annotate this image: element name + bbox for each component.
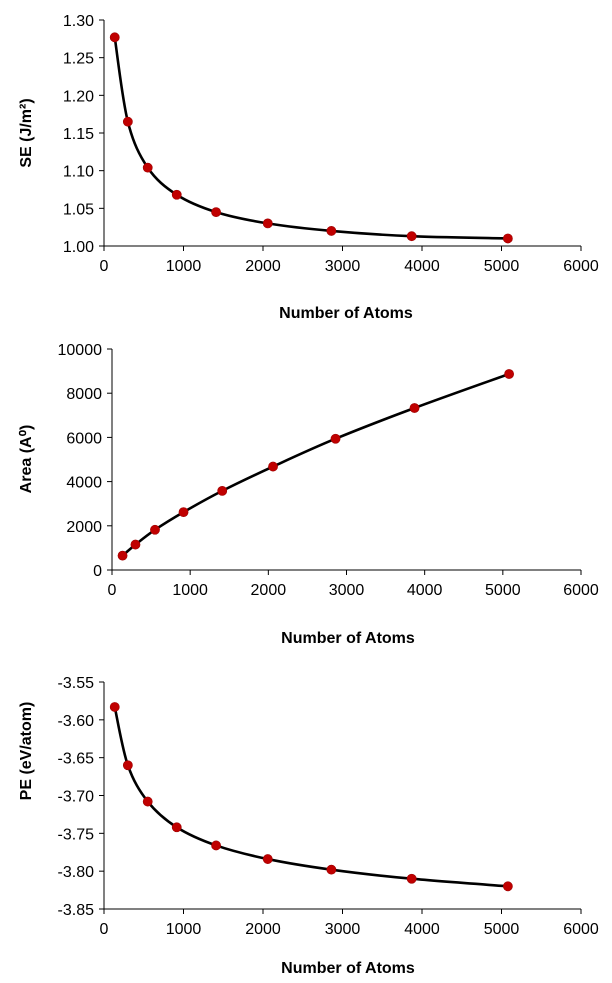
chart-se-x-tick-label: 1000 xyxy=(166,258,202,275)
chart-area-x-tick-label: 1000 xyxy=(172,582,208,599)
chart-pe-y-tick-label: -3.80 xyxy=(58,864,95,881)
chart-pe-y-tick-label: -3.75 xyxy=(58,826,95,843)
chart-se-y-tick-label: 1.10 xyxy=(63,164,94,181)
chart-se-data-point xyxy=(142,162,153,173)
chart-pe-xlabel: Number of Atoms xyxy=(281,960,415,977)
chart-se-y-tick-label: 1.00 xyxy=(63,239,94,256)
chart-se-data-point xyxy=(109,32,120,43)
chart-pe-data-point xyxy=(502,881,513,892)
chart-se-data-point xyxy=(211,207,221,217)
chart-pe-data-point xyxy=(122,760,133,771)
chart-se-y-tick-label: 1.30 xyxy=(63,13,94,30)
chart-area-data-point xyxy=(117,550,128,561)
chart-area-y-tick-label: 8000 xyxy=(66,386,102,403)
chart-area-data-point xyxy=(330,433,341,444)
chart-pe-data-point xyxy=(109,702,120,712)
chart-area-x-tick-label: 5000 xyxy=(485,582,521,599)
chart-area-series-line xyxy=(121,372,510,557)
chart-pe-data-point xyxy=(262,854,273,864)
chart-pe-x-tick-label: 5000 xyxy=(484,921,520,938)
chart-pe-y-tick-label: -3.65 xyxy=(58,751,95,768)
chart-se-xlabel: Number of Atoms xyxy=(279,305,413,322)
chart-se-data-point xyxy=(502,233,513,244)
chart-pe-x-tick-label: 3000 xyxy=(325,921,361,938)
chart-se-x-tick-label: 0 xyxy=(100,258,109,275)
chart-area-xlabel: Number of Atoms xyxy=(281,630,415,647)
chart-se-plot: 1.00 1.05 1.10 1.15 1.20 1.25 1.30 0 1000 2000 300… xyxy=(63,13,599,275)
chart-area-y-tick-label: 4000 xyxy=(66,475,102,492)
chart-se-data-point xyxy=(326,226,337,236)
chart-pe-x-tick-label: 6000 xyxy=(563,921,599,938)
chart-pe-plot: -3.55 -3.60 -3.65 -3.70 -3.75 -3.80 -3.85 0 1000… xyxy=(58,675,599,938)
chart-area-x-tick-label: 0 xyxy=(108,582,117,599)
chart-pe-y-tick-label: -3.55 xyxy=(58,675,95,692)
chart-se-y-tick-label: 1.20 xyxy=(63,88,94,105)
chart-area-data-point xyxy=(504,369,514,379)
chart-area-plot: 0 2000 4000 6000 8000 10000 0 1000 2000 3000 4000 5… xyxy=(58,342,599,599)
chart-pe-x-tick-label: 1000 xyxy=(166,921,202,938)
chart-area-ylabel: Area (A⁰) xyxy=(18,425,35,494)
chart-se-y-tick-label: 1.25 xyxy=(63,51,94,68)
chart-se-x-tick-label: 4000 xyxy=(404,258,440,275)
chart-pe-x-tick-label: 0 xyxy=(100,921,109,938)
chart-pe-data-point xyxy=(326,864,337,875)
chart-area-y-tick-label: 6000 xyxy=(66,430,102,447)
chart-se: SE (J/m²) Number of Atoms xyxy=(18,98,413,322)
chart-area-y-tick-label: 2000 xyxy=(66,519,102,536)
chart-se-x-tick-label: 6000 xyxy=(563,258,599,275)
chart-se-x-tick-label: 3000 xyxy=(325,258,361,275)
chart-pe-y-tick-label: -3.85 xyxy=(58,902,95,919)
chart-pe-data-point xyxy=(171,822,182,833)
chart-pe-x-tick-label: 2000 xyxy=(245,921,281,938)
chart-pe-x-tick-label: 4000 xyxy=(404,921,440,938)
chart-pe-y-tick-label: -3.70 xyxy=(58,789,95,806)
chart-area-y-tick-label: 0 xyxy=(93,563,102,580)
chart-area-y-tick-label: 10000 xyxy=(58,342,103,359)
chart-se-data-point xyxy=(122,116,133,127)
chart-area-x-tick-label: 2000 xyxy=(251,582,287,599)
chart-se-data-point xyxy=(406,231,417,242)
chart-se-series-line xyxy=(113,37,508,240)
chart-pe: PE (eV/atom) Number of Atoms xyxy=(18,702,415,977)
chart-area: Area (A⁰) Number of Atoms xyxy=(18,425,415,647)
chart-se-y-tick-label: 1.05 xyxy=(63,201,94,218)
chart-se-x-tick-label: 5000 xyxy=(484,258,520,275)
chart-pe-y-tick-label: -3.60 xyxy=(58,713,95,730)
chart-area-x-tick-label: 4000 xyxy=(407,582,443,599)
chart-se-y-tick-label: 1.15 xyxy=(63,126,94,143)
chart-area-data-point xyxy=(150,524,160,535)
chart-pe-ylabel: PE (eV/atom) xyxy=(18,702,35,801)
chart-area-data-point xyxy=(409,403,420,413)
chart-se-data-point xyxy=(262,218,273,229)
chart-pe-data-point xyxy=(211,840,221,851)
chart-pe-data-point xyxy=(142,796,153,807)
chart-area-x-tick-label: 3000 xyxy=(329,582,365,599)
chart-pe-data-point xyxy=(406,873,417,884)
chart-area-data-point xyxy=(268,461,278,472)
chart-area-data-point xyxy=(178,507,189,517)
chart-area-data-point xyxy=(217,485,228,496)
chart-se-x-tick-label: 2000 xyxy=(245,258,281,275)
chart-se-data-point xyxy=(171,189,182,200)
chart-se-ylabel: SE (J/m²) xyxy=(18,98,35,167)
chart-area-data-point xyxy=(130,539,141,550)
chart-area-x-tick-label: 6000 xyxy=(563,582,599,599)
chart-pe-series-line xyxy=(113,706,508,888)
